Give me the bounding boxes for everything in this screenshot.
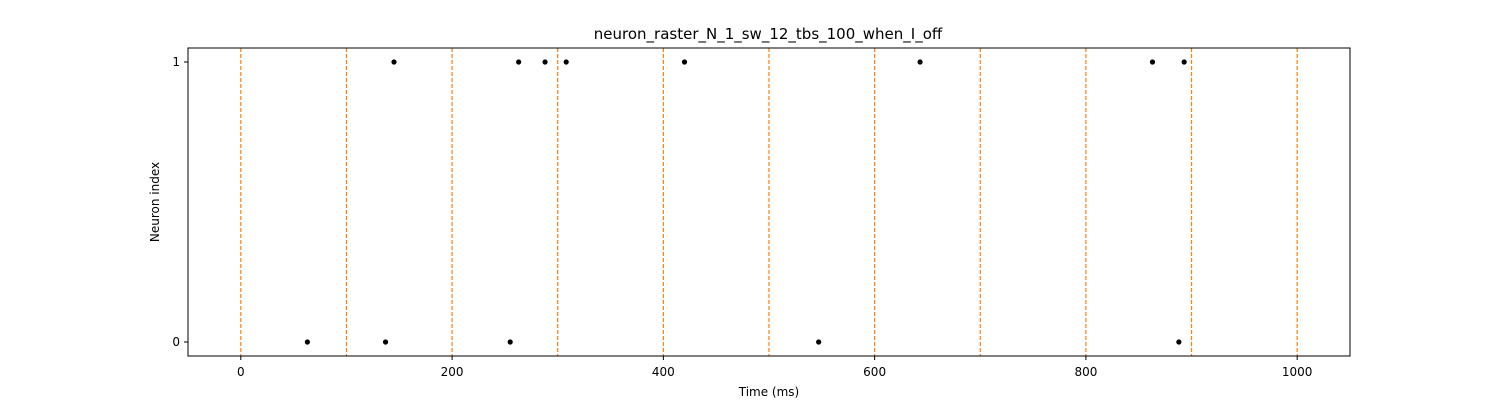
chart-title: neuron_raster_N_1_sw_12_tbs_100_when_I_o… (594, 25, 943, 44)
spike-point (1149, 59, 1156, 65)
x-tick-label: 200 (441, 365, 464, 379)
x-tick-label: 800 (1074, 365, 1097, 379)
x-tick-label: 1000 (1282, 365, 1313, 379)
x-tick-label: 400 (652, 365, 675, 379)
y-axis-label: Neuron index (148, 162, 162, 242)
spike-point (563, 59, 569, 65)
y-axis-ticks: 01 (172, 55, 188, 349)
y-tick-label: 0 (172, 335, 180, 349)
spike-points-group (304, 59, 1187, 345)
spike-point (816, 339, 822, 345)
spike-point (1176, 339, 1182, 345)
spike-point (917, 59, 923, 65)
stimulus-lines-group (240, 48, 1298, 356)
spike-point (391, 59, 397, 65)
plot-frame (187, 47, 1351, 357)
spike-point (1181, 59, 1187, 65)
x-tick-label: 600 (863, 365, 886, 379)
spike-point (507, 339, 513, 345)
y-tick-label: 1 (172, 55, 180, 69)
spike-point (681, 59, 688, 65)
spike-point (516, 59, 522, 65)
spike-point (382, 339, 389, 345)
x-axis-ticks: 0 200 400 600 800 1000 (237, 356, 1312, 379)
x-tick-label: 0 (237, 365, 245, 379)
spike-point (304, 339, 310, 345)
spike-point (542, 59, 548, 65)
x-axis-label: Time (ms) (738, 385, 800, 399)
